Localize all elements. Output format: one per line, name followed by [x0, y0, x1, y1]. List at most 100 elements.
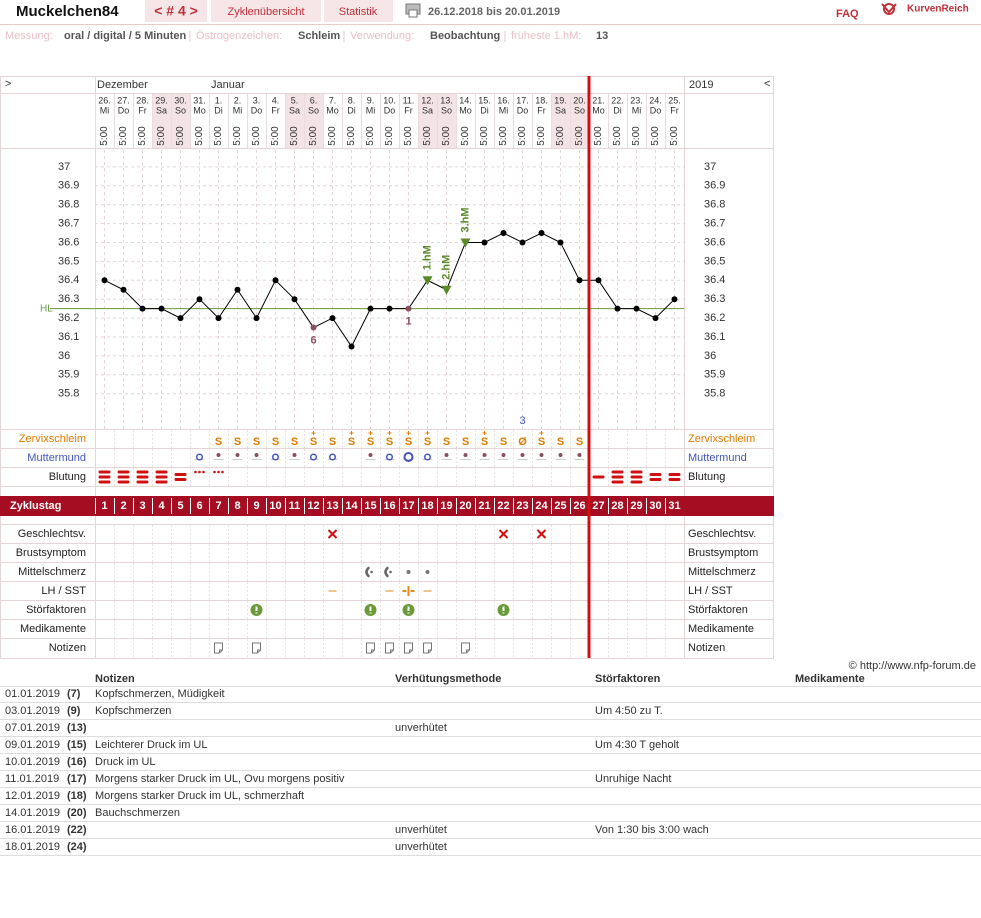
weekday: Do [650, 105, 662, 115]
y-tick-label: 36.7 [58, 218, 79, 230]
cycle-day-band [0, 496, 774, 516]
day: 17. [516, 95, 529, 105]
y-tick-label: 36.6 [58, 236, 79, 248]
mittelschmerz-side [384, 566, 392, 578]
note-icon[interactable] [461, 642, 470, 654]
day: 14. [459, 95, 472, 105]
cycle-nav[interactable]: < # 4 > [154, 3, 198, 19]
temperature-point [519, 239, 526, 246]
bleeding-part [98, 475, 111, 479]
temperature-point [291, 296, 298, 303]
info-label: früheste 1.hM: [511, 30, 581, 42]
point-label: 1 [405, 316, 411, 328]
temperature-point [348, 343, 355, 350]
cycle-day: 22 [497, 500, 509, 512]
table-day: (13) [67, 722, 87, 734]
nav-right[interactable]: < [764, 78, 770, 90]
note-icon[interactable] [366, 642, 375, 654]
day: 21. [592, 95, 605, 105]
tab-bg[interactable] [211, 0, 321, 22]
day: 26. [98, 95, 111, 105]
temperature-point [386, 305, 393, 312]
bleeding-part [202, 470, 205, 474]
bleeding-part [174, 473, 187, 476]
tab[interactable]: Statistik [339, 6, 378, 18]
cervix-dot [368, 453, 373, 457]
weekday: Do [384, 105, 396, 115]
cycle-day: 23 [516, 500, 528, 512]
table-day: (15) [67, 739, 87, 751]
day: 12. [421, 95, 434, 105]
time: 5:00 [422, 126, 433, 146]
info-value: 13 [596, 30, 608, 42]
time: 5:00 [232, 126, 243, 146]
bleeding-part [217, 470, 220, 474]
info-value: Beobachtung [430, 30, 500, 42]
weekday: Sa [156, 105, 167, 115]
time: 5:00 [194, 126, 205, 146]
mucus-symbol: S [329, 436, 336, 448]
logo[interactable]: KurvenReich [907, 4, 969, 15]
faq-link[interactable]: FAQ [836, 8, 859, 20]
day: 19. [554, 95, 567, 105]
table-day: (24) [67, 841, 87, 853]
bleeding-part [117, 470, 130, 474]
mucus-symbol: S [443, 436, 450, 448]
temperature-point [310, 324, 317, 331]
user-name: Muckelchen84 [16, 3, 119, 20]
time: 5:00 [384, 126, 395, 146]
day: 22. [611, 95, 624, 105]
bleeding-part [136, 470, 149, 474]
bleeding-part [668, 478, 681, 481]
mucus-symbol: S [557, 436, 564, 448]
cycle-day: 8 [234, 500, 240, 512]
time: 5:00 [308, 126, 319, 146]
table-cell: Morgens starker Druck im UL, Ovu morgens… [95, 773, 345, 785]
temperature-point [576, 277, 583, 284]
weekday: Mi [499, 105, 509, 115]
time: 5:00 [251, 126, 262, 146]
cycle-day: 26 [573, 500, 585, 512]
mucus-symbol: S [272, 436, 279, 448]
table-header: Störfaktoren [595, 673, 661, 685]
row-label-right: Störfaktoren [688, 604, 748, 616]
nav-left[interactable]: > [5, 78, 11, 90]
temperature-point [500, 230, 507, 237]
note-icon[interactable] [214, 642, 223, 654]
day: 15. [478, 95, 491, 105]
tab-bg[interactable] [324, 0, 393, 22]
time: 5:00 [403, 126, 414, 146]
print-icon[interactable] [405, 3, 421, 18]
time: 5:00 [289, 126, 300, 146]
row-label: LH / SST [41, 585, 86, 597]
logo-icon [881, 3, 897, 15]
bleeding-part [668, 473, 681, 476]
hm-marker [441, 285, 452, 295]
bleeding-part [630, 470, 643, 474]
weekday: So [308, 105, 319, 115]
day: 23. [630, 95, 643, 105]
cervix-ring [403, 452, 414, 462]
row-label-right: Notizen [688, 642, 725, 654]
time: 5:00 [137, 126, 148, 146]
weekend-shade [419, 94, 437, 148]
mucus-plus [349, 431, 354, 435]
cycle-nav-bg[interactable] [145, 0, 207, 22]
temperature-point [481, 239, 488, 246]
weekday: Sa [422, 105, 433, 115]
note-icon[interactable] [385, 642, 394, 654]
day: 8. [348, 95, 356, 105]
note-icon[interactable] [252, 642, 261, 654]
day: 10. [383, 95, 396, 105]
hm-label: 2.hM [440, 255, 452, 280]
cycle-day: 9 [253, 500, 259, 512]
tab[interactable]: Zyklenübersicht [227, 6, 304, 18]
note-icon[interactable] [404, 642, 413, 654]
note-icon[interactable] [423, 642, 432, 654]
time: 5:00 [175, 126, 186, 146]
mucus-plus [387, 431, 392, 435]
row-label-right: Blutung [688, 471, 725, 483]
table-header: Medikamente [795, 673, 865, 685]
table-day: (9) [67, 705, 81, 717]
